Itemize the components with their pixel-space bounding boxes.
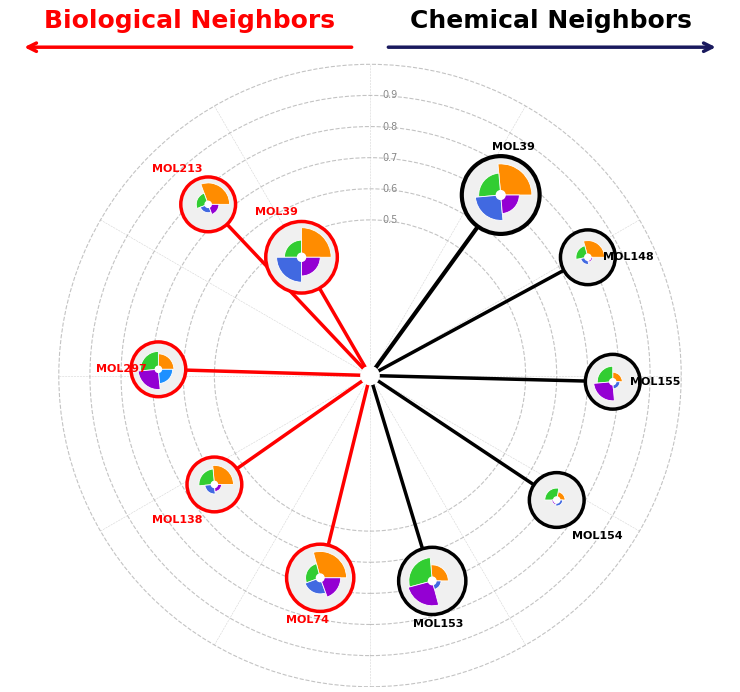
- Wedge shape: [408, 581, 439, 606]
- Circle shape: [428, 577, 436, 585]
- Circle shape: [155, 366, 161, 372]
- Circle shape: [497, 190, 505, 199]
- Text: MOL154: MOL154: [572, 531, 622, 540]
- Text: MOL39: MOL39: [255, 207, 298, 217]
- Wedge shape: [552, 500, 556, 504]
- Circle shape: [286, 544, 354, 612]
- Circle shape: [297, 253, 306, 262]
- Wedge shape: [314, 552, 346, 578]
- Wedge shape: [613, 372, 622, 382]
- Text: MOL155: MOL155: [630, 376, 680, 387]
- Wedge shape: [205, 484, 215, 494]
- Wedge shape: [584, 241, 605, 257]
- Wedge shape: [501, 195, 519, 214]
- Circle shape: [361, 367, 379, 384]
- Wedge shape: [306, 564, 320, 583]
- Circle shape: [529, 473, 584, 527]
- Wedge shape: [141, 352, 158, 371]
- Wedge shape: [588, 257, 593, 262]
- Wedge shape: [212, 466, 233, 484]
- Text: MOL153: MOL153: [413, 619, 464, 630]
- Circle shape: [181, 177, 235, 232]
- Text: MOL148: MOL148: [603, 253, 653, 262]
- Wedge shape: [556, 492, 565, 500]
- Wedge shape: [581, 257, 588, 264]
- Wedge shape: [158, 354, 174, 370]
- Wedge shape: [479, 173, 501, 197]
- Circle shape: [610, 379, 616, 385]
- Text: 0.6: 0.6: [383, 184, 397, 194]
- Wedge shape: [305, 578, 326, 594]
- Circle shape: [462, 156, 539, 234]
- Text: MOL74: MOL74: [286, 614, 329, 625]
- Text: MOL297: MOL297: [95, 364, 147, 374]
- Wedge shape: [431, 565, 448, 581]
- Wedge shape: [556, 500, 562, 506]
- Wedge shape: [545, 488, 559, 500]
- Circle shape: [266, 221, 337, 293]
- Circle shape: [131, 342, 186, 397]
- Wedge shape: [158, 370, 172, 383]
- Wedge shape: [432, 581, 441, 590]
- Circle shape: [205, 201, 212, 208]
- Circle shape: [585, 254, 591, 260]
- Wedge shape: [320, 578, 340, 597]
- Wedge shape: [201, 183, 229, 204]
- Wedge shape: [576, 246, 588, 260]
- Text: 0.9: 0.9: [383, 91, 397, 100]
- Text: 0.5: 0.5: [383, 215, 398, 225]
- Wedge shape: [208, 204, 219, 215]
- Text: MOL213: MOL213: [152, 163, 202, 174]
- Circle shape: [560, 230, 615, 284]
- Circle shape: [585, 354, 640, 409]
- Wedge shape: [408, 558, 432, 587]
- Wedge shape: [284, 240, 301, 257]
- Circle shape: [317, 574, 324, 581]
- Wedge shape: [196, 193, 208, 208]
- Circle shape: [554, 497, 560, 503]
- Wedge shape: [301, 257, 320, 276]
- Wedge shape: [201, 204, 211, 212]
- Circle shape: [187, 457, 242, 512]
- Wedge shape: [593, 382, 614, 401]
- Wedge shape: [613, 382, 620, 389]
- Wedge shape: [498, 164, 532, 195]
- Text: MOL138: MOL138: [152, 516, 202, 525]
- Text: 0.7: 0.7: [383, 153, 398, 163]
- Wedge shape: [199, 469, 215, 486]
- Text: MOL39: MOL39: [491, 142, 534, 152]
- Wedge shape: [301, 228, 331, 257]
- Wedge shape: [475, 195, 503, 220]
- Wedge shape: [277, 257, 301, 282]
- Wedge shape: [597, 366, 613, 383]
- Text: 0.8: 0.8: [383, 122, 397, 131]
- Wedge shape: [215, 484, 221, 491]
- Circle shape: [399, 547, 466, 614]
- Circle shape: [212, 482, 218, 488]
- Wedge shape: [138, 370, 160, 390]
- Text: Chemical Neighbors: Chemical Neighbors: [409, 9, 691, 33]
- Text: Biological Neighbors: Biological Neighbors: [44, 9, 335, 33]
